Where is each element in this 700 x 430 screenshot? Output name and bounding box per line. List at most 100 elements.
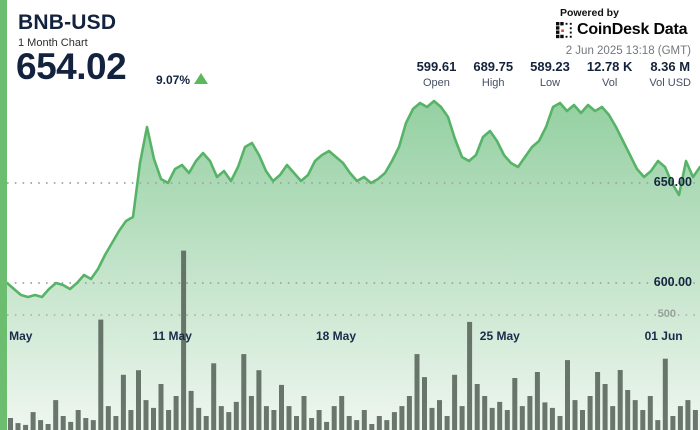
price-area-fill	[7, 101, 700, 430]
coindesk-logo-icon	[556, 21, 572, 38]
volume-bar	[309, 418, 315, 430]
volume-bar	[83, 418, 89, 430]
volume-bar	[263, 406, 269, 430]
volume-bar	[136, 370, 141, 430]
price-line	[5, 99, 700, 299]
volume-bar	[241, 354, 247, 430]
volume-bar	[391, 412, 397, 430]
volume-bar	[151, 407, 156, 430]
stats-row: 599.61 Open 689.75 High 589.23 Low 12.78…	[417, 59, 691, 89]
volume-bar	[512, 378, 518, 430]
stat-high-value: 689.75	[473, 59, 514, 74]
stat-low-value: 589.23	[530, 59, 570, 74]
volume-bar	[105, 406, 111, 430]
volume-bar	[580, 410, 585, 430]
volume-bar	[655, 420, 661, 430]
volume-bar	[301, 396, 307, 430]
volume-bar	[549, 407, 555, 430]
volume-bar	[565, 360, 570, 430]
volume-bar	[271, 410, 277, 430]
volume-bar	[527, 396, 533, 430]
volume-bar	[595, 372, 601, 430]
volume-bar	[68, 421, 74, 430]
volume-bar	[279, 384, 284, 430]
volume-bar	[60, 416, 66, 430]
volume-bar	[316, 410, 322, 430]
volume-bar	[324, 421, 330, 430]
volume-bar	[602, 384, 608, 430]
volume-bar	[399, 406, 405, 430]
volume-bar	[376, 416, 382, 430]
volume-bar	[38, 420, 44, 430]
stat-open-value: 599.61	[416, 59, 457, 74]
up-triangle-icon	[194, 73, 208, 84]
timestamp: 2 Jun 2025 13:18 (GMT)	[565, 45, 691, 57]
volume-bar	[188, 390, 194, 430]
volume-bar	[542, 402, 548, 430]
volume-bar	[519, 406, 525, 430]
volume-bar	[339, 396, 345, 430]
volume-bar	[406, 396, 412, 430]
volume-bar	[30, 412, 36, 430]
volume-bar	[120, 374, 126, 430]
volume-bar	[354, 420, 360, 430]
volume-bar	[346, 416, 352, 430]
volume-bar	[467, 321, 473, 430]
volume-bar	[203, 416, 209, 430]
volume-bar	[422, 377, 427, 430]
stat-vol-usd-value: 8.36 M	[650, 59, 691, 74]
stat-high: 689.75 High	[473, 59, 513, 89]
volume-bar	[233, 401, 239, 430]
volume-bar	[625, 390, 631, 430]
symbol-title: BNB-USD	[18, 11, 117, 34]
volume-bar	[113, 416, 119, 430]
volume-bar	[384, 420, 390, 430]
volume-bar	[158, 384, 164, 430]
volume-bar	[8, 418, 13, 430]
stat-vol-usd: 8.36 M Vol USD	[649, 59, 691, 89]
powered-by-label: Powered by	[560, 7, 619, 19]
volume-bar	[256, 370, 262, 430]
stat-low: 589.23 Low	[530, 59, 570, 89]
volume-bar	[692, 410, 698, 430]
volume-bar	[452, 374, 458, 430]
volume-bar	[331, 406, 337, 430]
volume-bar	[489, 407, 495, 430]
volume-bar	[181, 250, 187, 430]
volume-bar	[15, 423, 21, 430]
volume-bar	[640, 410, 646, 430]
last-price: 654.02	[16, 46, 127, 87]
volume-bar	[429, 407, 435, 430]
volume-bar	[173, 396, 179, 430]
volume-bar	[534, 372, 540, 430]
volume-bar	[459, 406, 465, 430]
volume-bar	[557, 416, 563, 430]
volume-bar	[53, 400, 59, 430]
volume-bar	[143, 400, 149, 430]
volume-bar	[211, 363, 217, 430]
percent-change: 9.07%	[156, 73, 191, 87]
stat-vol: 12.78 K Vol	[587, 59, 633, 89]
volume-bar	[128, 410, 134, 430]
stat-open-label: Open	[423, 77, 450, 89]
volume-bar	[294, 416, 299, 430]
stat-low-label: Low	[539, 77, 561, 89]
volume-bar	[572, 400, 578, 430]
volume-bar	[662, 358, 668, 430]
volume-bar	[226, 412, 232, 430]
volume-bar	[218, 406, 224, 430]
volume-bar	[361, 410, 367, 430]
volume-bar	[414, 354, 420, 430]
volume-bar	[685, 400, 691, 430]
stat-high-label: High	[481, 77, 505, 89]
stat-vol-usd-label: Vol USD	[649, 77, 691, 89]
volume-bar	[23, 424, 29, 430]
volume-bar	[98, 319, 104, 430]
volume-bar	[647, 396, 653, 430]
coindesk-brand[interactable]: CoinDesk Data	[556, 21, 688, 39]
volume-bar	[474, 384, 480, 430]
left-accent-bar	[0, 0, 7, 430]
chart-period-label: 1 Month Chart	[18, 37, 88, 49]
